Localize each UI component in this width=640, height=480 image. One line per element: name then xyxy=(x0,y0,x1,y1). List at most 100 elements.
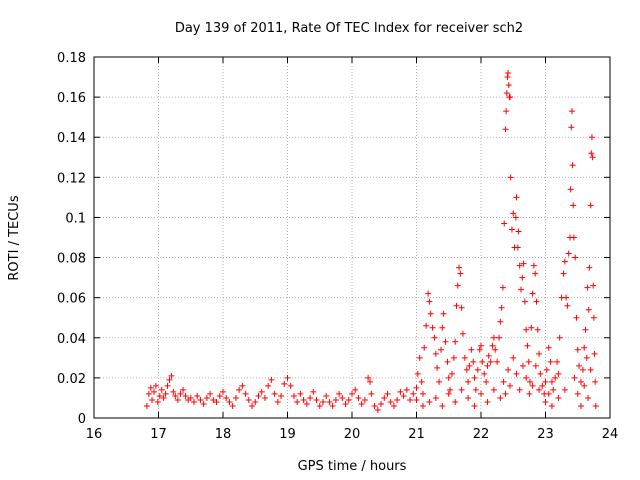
data-point xyxy=(426,298,433,305)
data-point xyxy=(507,94,514,101)
data-point xyxy=(458,304,465,311)
data-point xyxy=(468,346,475,353)
data-point xyxy=(156,392,163,399)
data-point xyxy=(431,334,438,341)
data-point xyxy=(576,362,583,369)
data-point xyxy=(390,402,397,409)
data-point xyxy=(496,334,503,341)
data-point xyxy=(479,358,486,365)
data-point xyxy=(145,390,152,397)
data-point xyxy=(459,330,466,337)
data-point xyxy=(384,390,391,397)
data-point xyxy=(158,386,165,393)
data-point xyxy=(519,274,526,281)
data-point xyxy=(497,318,504,325)
x-tick-label: 16 xyxy=(86,427,103,442)
data-point xyxy=(590,282,597,289)
data-point xyxy=(567,186,574,193)
data-point xyxy=(423,322,430,329)
data-point xyxy=(329,402,336,409)
data-point xyxy=(517,286,524,293)
data-point xyxy=(565,250,572,257)
data-point xyxy=(552,374,559,381)
data-point xyxy=(349,390,355,397)
data-point xyxy=(570,202,577,209)
data-point xyxy=(336,390,343,397)
data-point xyxy=(274,398,281,405)
data-point xyxy=(529,382,536,389)
data-point xyxy=(523,374,530,381)
data-point xyxy=(200,400,207,407)
data-point xyxy=(207,390,214,397)
data-point xyxy=(588,150,595,157)
data-point xyxy=(581,344,588,351)
data-point xyxy=(502,126,509,133)
data-point xyxy=(502,390,509,397)
data-point xyxy=(583,354,590,361)
data-point xyxy=(432,394,439,401)
data-point xyxy=(561,258,568,265)
data-point xyxy=(537,370,544,377)
data-point xyxy=(213,398,220,405)
data-point xyxy=(561,386,568,393)
data-point xyxy=(445,390,452,397)
data-point xyxy=(427,310,434,317)
data-point xyxy=(586,264,593,271)
data-point xyxy=(170,388,177,395)
data-point xyxy=(461,354,468,361)
data-point xyxy=(484,362,491,369)
x-tick-label: 24 xyxy=(602,427,619,442)
data-point xyxy=(490,334,497,341)
data-point xyxy=(519,362,526,369)
data-point xyxy=(261,394,268,401)
data-point xyxy=(426,398,433,405)
data-point xyxy=(563,294,570,301)
data-point xyxy=(512,214,519,221)
data-point xyxy=(458,386,465,393)
data-point xyxy=(492,346,499,353)
data-point xyxy=(310,388,317,395)
data-point xyxy=(168,372,175,379)
data-point xyxy=(465,378,472,385)
data-point xyxy=(410,390,417,397)
data-point xyxy=(442,338,449,345)
y-tick-label: 0.1 xyxy=(65,211,86,226)
y-tick-label: 0.18 xyxy=(57,51,86,66)
data-point xyxy=(527,378,534,385)
data-point xyxy=(579,366,586,373)
data-point xyxy=(352,386,359,393)
data-point xyxy=(476,346,483,353)
data-point xyxy=(572,254,579,261)
data-point xyxy=(419,402,426,409)
y-tick-label: 0.08 xyxy=(57,252,86,267)
data-point xyxy=(500,378,507,385)
data-point xyxy=(457,270,464,277)
data-point xyxy=(507,382,514,389)
data-point xyxy=(478,342,484,349)
data-point xyxy=(381,394,388,401)
data-point xyxy=(465,394,472,401)
data-point xyxy=(504,74,511,81)
data-point xyxy=(452,398,459,405)
x-tick-label: 23 xyxy=(537,427,554,442)
data-point xyxy=(485,352,492,359)
data-point xyxy=(556,334,563,341)
data-point xyxy=(587,202,594,209)
data-point xyxy=(507,174,514,181)
data-point xyxy=(592,378,599,385)
data-point xyxy=(150,388,157,395)
data-point xyxy=(481,370,488,377)
data-point xyxy=(581,382,588,389)
data-point xyxy=(190,398,197,405)
data-point xyxy=(585,394,592,401)
data-point xyxy=(516,262,523,269)
x-tick-label: 18 xyxy=(215,427,232,442)
data-point xyxy=(287,382,294,389)
data-point xyxy=(444,358,451,365)
data-point xyxy=(484,398,491,405)
data-point xyxy=(466,362,473,369)
data-point xyxy=(278,392,285,399)
data-point xyxy=(432,350,439,357)
data-point xyxy=(378,400,385,407)
data-point xyxy=(374,406,381,413)
